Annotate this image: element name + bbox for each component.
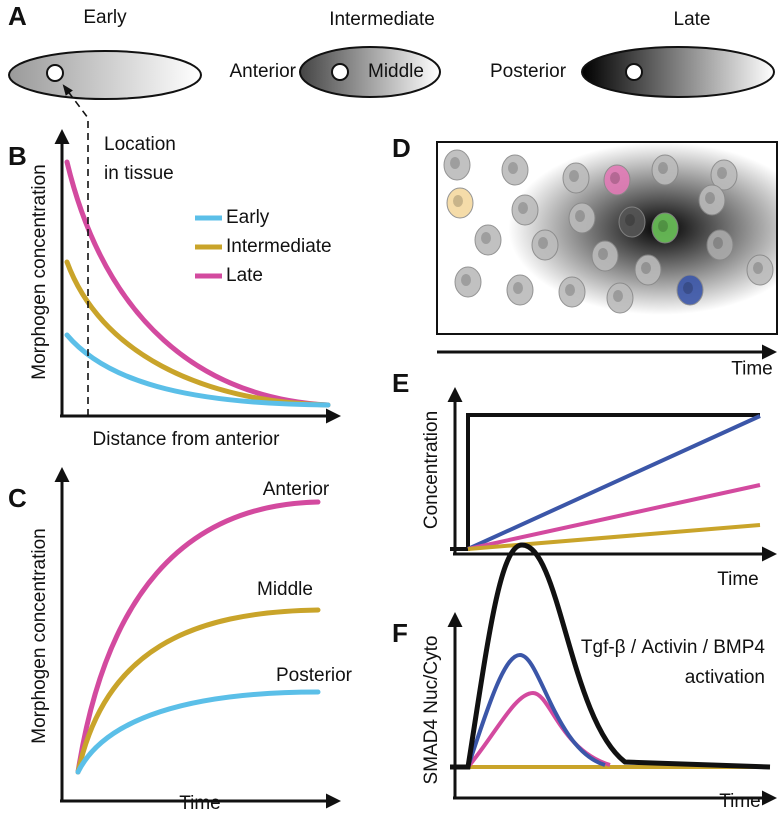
curve-middle [75,607,321,775]
cell-nucleus [518,202,528,214]
cell [606,282,634,314]
cell [474,224,502,256]
cell [634,254,662,286]
cell [591,240,619,272]
cell-nucleus [625,214,635,226]
cell [603,164,631,196]
cell-nucleus [610,172,620,184]
annotation: activation [685,667,765,688]
cell [446,187,474,219]
cell-nucleus [565,284,575,296]
x-axis-label: Time [717,569,759,590]
panel-label: B [8,141,27,171]
cell-nucleus [575,210,585,222]
embryo [581,46,775,98]
response-blue [466,652,606,768]
ramp-fast [467,414,761,551]
cell-nucleus [513,282,523,294]
cell [710,159,738,191]
location-marker [46,64,64,82]
cell [568,202,596,234]
y-axis-label: SMAD4 Nuc/Cyto [421,636,442,785]
cell-nucleus [717,167,727,179]
ramp-medium [467,483,761,551]
y-axis-label: Concentration [421,411,442,529]
step-input [450,413,760,551]
cell-nucleus [453,195,463,207]
curve-early [64,332,331,408]
x-axis-label: Time [719,791,761,812]
cell [618,206,646,238]
stage-label: Early [83,7,127,28]
cell [651,212,679,244]
cell [676,274,704,306]
curve-label: Anterior [263,479,330,500]
x-axis-label: Time [731,358,773,379]
cell-nucleus [538,237,548,249]
cell-nucleus [713,237,723,249]
location-marker [625,63,643,81]
cells [443,149,774,314]
cell [511,194,539,226]
y-axis-label: Morphogen concentration [29,528,50,743]
cell-nucleus [683,282,693,294]
cell-nucleus [753,262,763,274]
position-label: Posterior [490,61,567,82]
annotation: Tgf-β / Activin / BMP4 [581,637,766,658]
cell [506,274,534,306]
cell [562,162,590,194]
cell [531,229,559,261]
cell-nucleus [569,170,579,182]
curve-posterior [75,689,321,775]
panel-label: F [392,618,408,648]
position-label: Anterior [229,61,296,82]
position-label: Middle [368,61,424,82]
y-axis-label: Morphogen concentration [29,164,50,379]
location-marker [331,63,349,81]
cell-nucleus [613,290,623,302]
cell [443,149,471,181]
curve-late [64,159,331,408]
curve-anterior [75,499,321,775]
response-black [450,542,771,770]
curve-label: Posterior [276,665,353,686]
stage-label: Intermediate [329,9,435,30]
panel-label: C [8,483,27,513]
cell [501,154,529,186]
cell-nucleus [658,220,668,232]
legend-label: Early [226,207,270,228]
cell-nucleus [598,248,608,260]
annotation: Location [104,134,176,155]
cell [746,254,774,286]
cell-nucleus [450,157,460,169]
stage-label: Late [674,9,711,30]
cell-nucleus [461,274,471,286]
cell-nucleus [641,262,651,274]
x-axis-label: Time [179,793,221,814]
cell [651,154,679,186]
panel-label: A [8,1,27,31]
cell [698,184,726,216]
embryo [8,50,202,100]
curve-intermediate [64,259,331,408]
panel-label: D [392,133,411,163]
cell-nucleus [705,192,715,204]
x-axis-label: Distance from anterior [93,429,281,450]
cell-nucleus [508,162,518,174]
location-pointer [62,84,89,416]
legend-label: Late [226,265,263,286]
cell [558,276,586,308]
embryo [299,46,441,98]
annotation: in tissue [104,163,174,184]
curve-label: Middle [257,579,313,600]
panel-label: E [392,368,409,398]
cell [454,266,482,298]
legend-label: Intermediate [226,236,332,257]
cell-nucleus [658,162,668,174]
cell [706,229,734,261]
cell-nucleus [481,232,491,244]
